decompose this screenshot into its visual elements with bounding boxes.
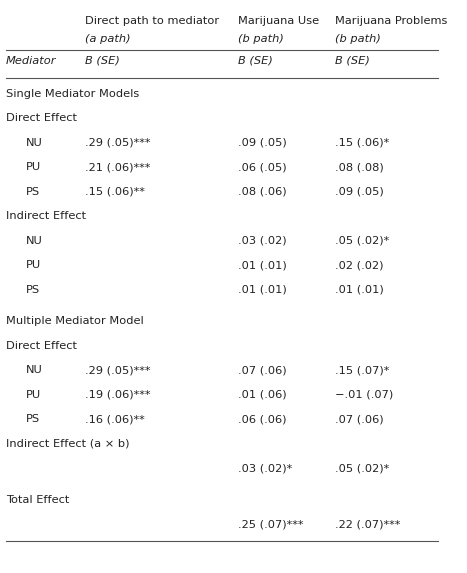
Text: PS: PS (26, 414, 40, 424)
Text: Indirect Effect (a × b): Indirect Effect (a × b) (6, 439, 129, 449)
Text: .01 (.01): .01 (.01) (335, 285, 383, 295)
Text: .05 (.02)*: .05 (.02)* (335, 463, 389, 473)
Text: .21 (.06)***: .21 (.06)*** (85, 162, 150, 172)
Text: Multiple Mediator Model: Multiple Mediator Model (6, 316, 143, 326)
Text: B (SE): B (SE) (238, 56, 273, 65)
Text: PU: PU (26, 260, 41, 270)
Text: (a path): (a path) (85, 34, 130, 45)
Text: Direct Effect: Direct Effect (6, 341, 77, 351)
Text: .19 (.06)***: .19 (.06)*** (85, 390, 150, 400)
Text: Mediator: Mediator (6, 56, 56, 65)
Text: .15 (.07)*: .15 (.07)* (335, 365, 389, 375)
Text: Marijuana Problems: Marijuana Problems (335, 15, 447, 26)
Text: .01 (.01): .01 (.01) (238, 260, 287, 270)
Text: PS: PS (26, 285, 40, 295)
Text: .25 (.07)***: .25 (.07)*** (238, 519, 304, 529)
Text: .06 (.06): .06 (.06) (238, 414, 287, 424)
Text: (b path): (b path) (335, 34, 381, 45)
Text: .01 (.01): .01 (.01) (238, 285, 287, 295)
Text: .16 (.06)**: .16 (.06)** (85, 414, 144, 424)
Text: NU: NU (26, 138, 42, 148)
Text: .03 (.02): .03 (.02) (238, 236, 287, 246)
Text: .01 (.06): .01 (.06) (238, 390, 287, 400)
Text: .03 (.02)*: .03 (.02)* (238, 463, 292, 473)
Text: .09 (.05): .09 (.05) (335, 187, 383, 197)
Text: Marijuana Use: Marijuana Use (238, 15, 319, 26)
Text: Total Effect: Total Effect (6, 494, 69, 505)
Text: .29 (.05)***: .29 (.05)*** (85, 365, 150, 375)
Text: Indirect Effect: Indirect Effect (6, 211, 86, 221)
Text: .06 (.05): .06 (.05) (238, 162, 287, 172)
Text: .08 (.06): .08 (.06) (238, 187, 287, 197)
Text: .15 (.06)**: .15 (.06)** (85, 187, 145, 197)
Text: .02 (.02): .02 (.02) (335, 260, 383, 270)
Text: −.01 (.07): −.01 (.07) (335, 390, 393, 400)
Text: (b path): (b path) (238, 34, 284, 45)
Text: .07 (.06): .07 (.06) (238, 365, 287, 375)
Text: B (SE): B (SE) (85, 56, 120, 65)
Text: .29 (.05)***: .29 (.05)*** (85, 138, 150, 148)
Text: NU: NU (26, 365, 42, 375)
Text: NU: NU (26, 236, 42, 246)
Text: .05 (.02)*: .05 (.02)* (335, 236, 389, 246)
Text: Direct path to mediator: Direct path to mediator (85, 15, 219, 26)
Text: .09 (.05): .09 (.05) (238, 138, 287, 148)
Text: PU: PU (26, 390, 41, 400)
Text: Single Mediator Models: Single Mediator Models (6, 89, 139, 99)
Text: PU: PU (26, 162, 41, 172)
Text: B (SE): B (SE) (335, 56, 370, 65)
Text: .22 (.07)***: .22 (.07)*** (335, 519, 400, 529)
Text: PS: PS (26, 187, 40, 197)
Text: .07 (.06): .07 (.06) (335, 414, 383, 424)
Text: .15 (.06)*: .15 (.06)* (335, 138, 389, 148)
Text: .08 (.08): .08 (.08) (335, 162, 383, 172)
Text: Direct Effect: Direct Effect (6, 113, 77, 123)
